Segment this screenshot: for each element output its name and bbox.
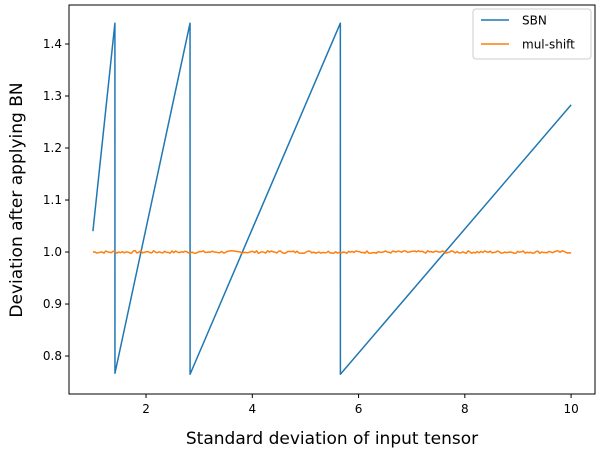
x-tick-label: 8 — [461, 402, 469, 416]
series-line-mul-shift — [92, 250, 572, 255]
y-axis-label: Deviation after applying BN — [7, 82, 27, 317]
x-axis: 2 4 6 8 10 — [142, 394, 579, 416]
legend: SBN mul-shift — [472, 8, 592, 60]
y-tick-label: 1.4 — [43, 37, 62, 51]
series-line-sbn — [92, 22, 572, 375]
x-tick-label: 6 — [355, 402, 363, 416]
series-layer — [92, 22, 572, 375]
y-tick-label: 1.3 — [43, 89, 62, 103]
legend-label-mul-shift: mul-shift — [522, 38, 575, 52]
plot-frame — [68, 4, 596, 395]
y-tick-label: 0.9 — [43, 297, 62, 311]
y-tick-label: 1.2 — [43, 141, 62, 155]
y-tick-label: 1.0 — [43, 245, 62, 259]
legend-box — [472, 8, 592, 60]
x-tick-label: 10 — [563, 402, 578, 416]
y-tick-label: 0.8 — [43, 349, 62, 363]
x-tick-label: 4 — [248, 402, 256, 416]
x-axis-label: Standard deviation of input tensor — [186, 429, 478, 449]
x-tick-label: 2 — [142, 402, 150, 416]
y-tick-label: 1.1 — [43, 193, 62, 207]
y-axis: 0.8 0.9 1.0 1.1 1.2 1.3 1.4 — [43, 37, 69, 363]
legend-label-sbn: SBN — [522, 14, 547, 28]
